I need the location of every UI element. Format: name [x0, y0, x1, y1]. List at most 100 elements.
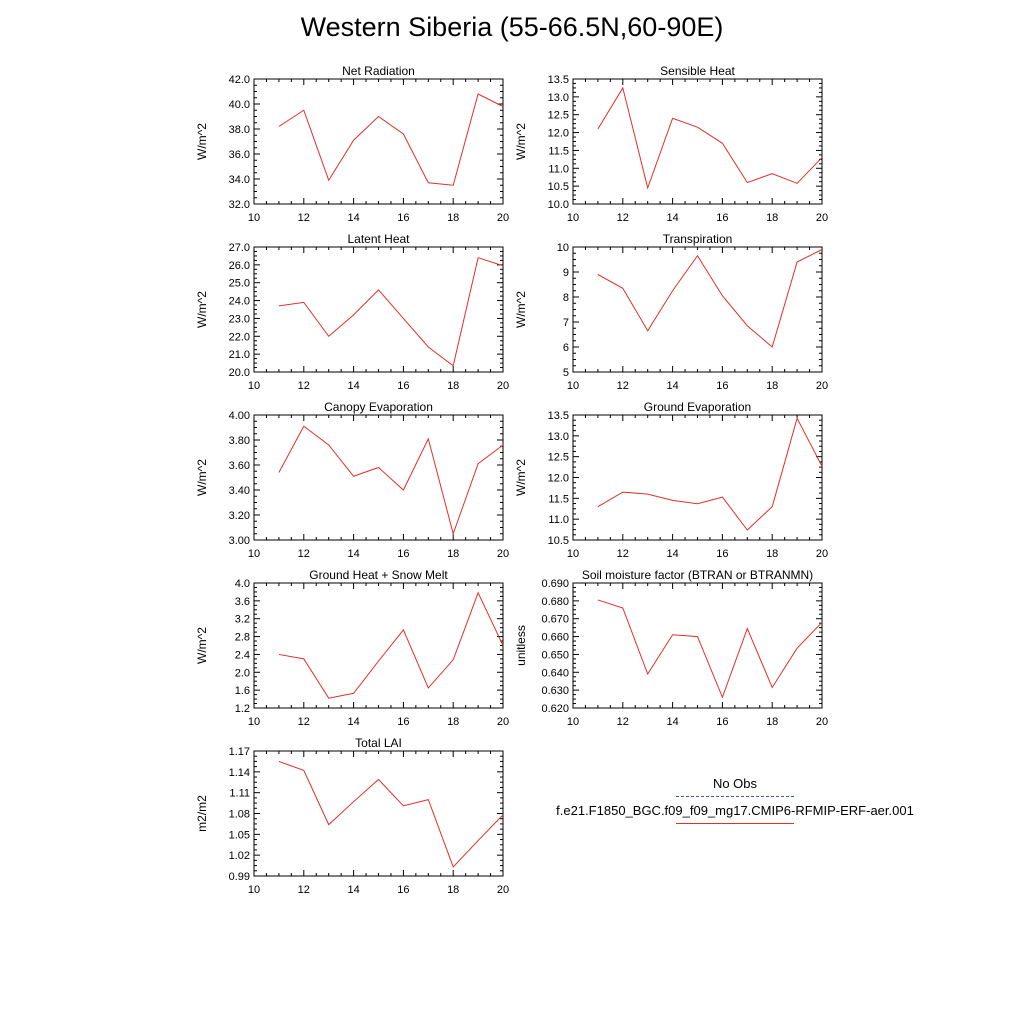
x-tick-label: 14	[666, 212, 678, 224]
y-tick-label: 10.5	[548, 181, 569, 193]
x-tick-label: 18	[447, 884, 459, 896]
y-tick-label: 27.0	[229, 242, 250, 254]
y-tick-label: 11.5	[548, 493, 569, 505]
y-tick-label: 4.00	[229, 410, 250, 422]
y-tick-label: 3.6	[235, 596, 250, 608]
x-tick-label: 12	[617, 548, 629, 560]
y-tick-label: 1.05	[229, 829, 250, 841]
panel-title: Ground Heat + Snow Melt	[309, 568, 448, 582]
y-axis-label: W/m^2	[514, 291, 528, 328]
y-tick-label: 4.0	[235, 578, 250, 590]
y-axis-label: W/m^2	[195, 627, 209, 664]
y-tick-label: 0.660	[541, 632, 569, 644]
y-tick-label: 3.80	[229, 435, 250, 447]
x-tick-label: 10	[248, 716, 260, 728]
y-tick-label: 0.640	[541, 667, 569, 679]
x-tick-label: 16	[397, 212, 409, 224]
x-tick-label: 12	[298, 548, 310, 560]
x-tick-label: 16	[397, 548, 409, 560]
y-tick-label: 13.5	[548, 410, 569, 422]
panel-title: Ground Evaporation	[644, 400, 751, 414]
y-axis-label: W/m^2	[195, 291, 209, 328]
x-tick-label: 14	[347, 716, 359, 728]
x-tick-label: 10	[248, 548, 260, 560]
series-line	[278, 760, 504, 868]
chart-svg: Total LAI m2/m2 10 12 14 16 18 20 0.99 1.02 1.05 1.…	[195, 736, 509, 896]
y-axis-label: W/m^2	[195, 123, 209, 160]
x-tick-label: 10	[567, 212, 579, 224]
y-tick-label: 13.0	[548, 92, 569, 104]
x-tick-label: 12	[298, 716, 310, 728]
legend-label-model: f.e21.F1850_BGC.f09_f09_mg17.CMIP6-RFMIP…	[556, 803, 914, 818]
panel-title: Transpiration	[663, 232, 733, 246]
chart-svg: Ground Heat + Snow Melt W/m^2 10 12 14 16 18 20…	[195, 568, 509, 728]
y-axis-label: unitless	[514, 625, 528, 666]
y-tick-label: 0.650	[541, 649, 569, 661]
x-tick-label: 16	[716, 212, 728, 224]
chart-svg: Latent Heat W/m^2 10 12 14 16 18 20 20.0 21.0 22.0…	[195, 232, 509, 392]
series-line	[278, 425, 504, 536]
panel-title: Soil moisture factor (BTRAN or BTRANMN)	[582, 568, 813, 582]
y-axis-label: W/m^2	[514, 459, 528, 496]
x-tick-label: 16	[397, 716, 409, 728]
y-tick-label: 10	[557, 242, 569, 254]
x-tick-label: 14	[347, 212, 359, 224]
panel-title: Canopy Evaporation	[324, 400, 433, 414]
y-tick-label: 12.5	[548, 452, 569, 464]
y-tick-label: 12.5	[548, 110, 569, 122]
chart-svg: Soil moisture factor (BTRAN or BTRANMN) u…	[514, 568, 828, 728]
y-tick-label: 0.690	[541, 578, 569, 590]
series-line	[278, 93, 504, 186]
chart-svg: Net Radiation W/m^2 10 12 14 16 18 20 32.0 34.0 36…	[195, 64, 509, 224]
y-axis-label: W/m^2	[514, 123, 528, 160]
y-tick-label: 1.11	[229, 788, 250, 800]
y-tick-label: 24.0	[229, 296, 250, 308]
x-tick-label: 18	[766, 548, 778, 560]
x-tick-label: 12	[298, 884, 310, 896]
y-tick-label: 0.680	[541, 596, 569, 608]
y-tick-label: 2.0	[235, 667, 250, 679]
series-line	[278, 591, 504, 699]
series-line	[278, 257, 504, 367]
x-tick-label: 12	[617, 380, 629, 392]
chart-svg: Sensible Heat W/m^2 10 12 14 16 18 20 10.0 10.5 11…	[514, 64, 828, 224]
y-tick-label: 7	[563, 317, 569, 329]
x-tick-label: 14	[666, 380, 678, 392]
y-axis-label: W/m^2	[195, 459, 209, 496]
x-tick-label: 14	[347, 380, 359, 392]
x-tick-label: 10	[567, 716, 579, 728]
y-tick-label: 25.0	[229, 278, 250, 290]
x-tick-label: 10	[567, 380, 579, 392]
plot-frame	[572, 414, 823, 541]
x-tick-label: 12	[298, 380, 310, 392]
x-tick-label: 10	[248, 884, 260, 896]
x-tick-label: 18	[766, 716, 778, 728]
figure-title: Western Siberia (55-66.5N,60-90E)	[300, 12, 724, 42]
y-axis-label: m2/m2	[195, 795, 209, 832]
y-tick-label: 3.00	[229, 535, 250, 547]
legend-swatch-obs	[676, 796, 794, 797]
x-tick-label: 18	[447, 716, 459, 728]
plot-frame	[572, 246, 823, 373]
panel-title: Latent Heat	[347, 232, 410, 246]
y-tick-label: 3.40	[229, 485, 250, 497]
panel-title: Net Radiation	[342, 64, 415, 78]
x-tick-label: 10	[567, 548, 579, 560]
chart-svg: Ground Evaporation W/m^2 10 12 14 16 18 20 10.5 1…	[514, 400, 828, 560]
y-tick-label: 2.8	[235, 632, 250, 644]
x-tick-label: 18	[766, 212, 778, 224]
panel-sensible-heat: Sensible Heat W/m^2 10 12 14 16 18 20 10.0 10.5 11…	[511, 63, 830, 233]
y-tick-label: 38.0	[229, 124, 250, 136]
y-tick-label: 12.0	[548, 128, 569, 140]
y-tick-label: 11.0	[548, 163, 569, 175]
x-tick-label: 20	[497, 548, 509, 560]
plot-frame	[572, 78, 823, 205]
x-tick-label: 14	[666, 716, 678, 728]
x-tick-label: 16	[397, 380, 409, 392]
x-tick-label: 20	[816, 380, 828, 392]
panel-total-lai: Total LAI m2/m2 10 12 14 16 18 20 0.99 1.02 1.05 1.…	[192, 735, 511, 905]
y-tick-label: 1.2	[235, 703, 250, 715]
y-tick-label: 12.0	[548, 473, 569, 485]
y-tick-label: 26.0	[229, 260, 250, 272]
